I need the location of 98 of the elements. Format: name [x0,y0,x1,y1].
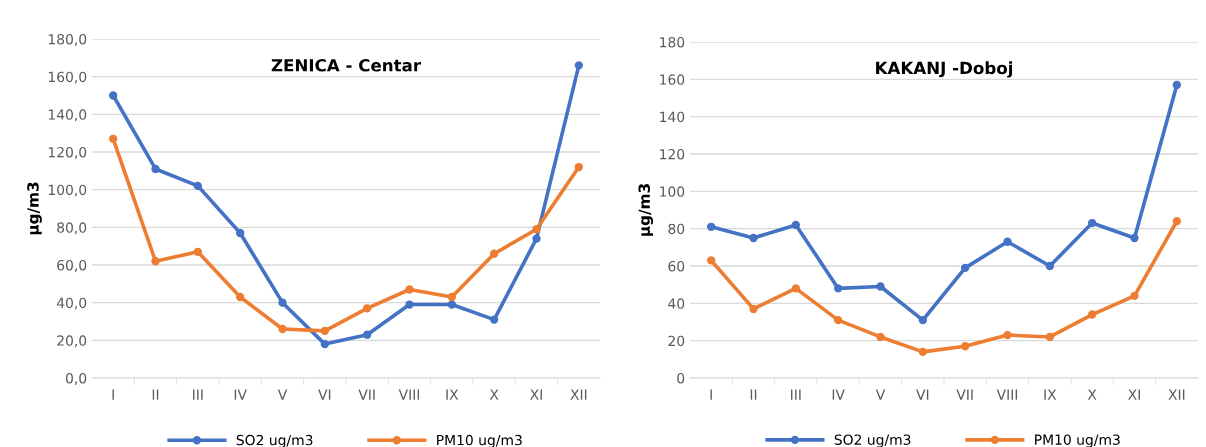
x-tick-label: VIII [398,389,420,400]
point [1045,261,1055,271]
point [876,332,885,342]
point [1003,237,1012,246]
x-tick-label: VII [956,389,973,400]
y-tick-label: 40,0 [56,297,87,310]
y-tick-label: 100,0 [48,184,87,197]
y-tick-label: 60,0 [57,259,87,272]
y-tick-label: 20,0 [57,335,87,348]
point [151,257,160,266]
x-tick-label: XI [530,389,542,400]
x-tick-label: IX [446,389,459,400]
x-tick-label: XI [1128,389,1140,400]
point [489,315,499,324]
point [918,315,928,325]
y-tick-label: 20 [668,335,685,347]
y-tick-label: 180,0 [48,33,87,46]
point [278,298,287,307]
point [574,61,584,70]
point [278,324,287,334]
point [791,220,801,230]
x-tick-label: XII [570,389,587,400]
x-tick-label: V [875,389,886,400]
point [447,300,457,309]
point [749,233,758,243]
y-tick-label: 100 [660,186,685,197]
legend-label: PM10 ug/m3 [1035,434,1120,447]
x-tick-label: II [152,389,159,400]
point [532,234,541,243]
y-tick-label: 120 [660,148,685,160]
y-tick-label: 120,0 [48,146,87,159]
x-tick-label: VII [358,389,375,400]
y-tick-label: 180 [660,36,685,48]
point [489,249,499,258]
y-tick-label: 60 [668,260,685,272]
x-tick-label: IV [832,389,845,400]
point [405,300,414,309]
point [1087,218,1097,228]
point [706,222,716,231]
point [791,284,801,293]
point [1130,233,1139,243]
y-tick-label: 140,0 [48,109,87,122]
x-tick-label: VI [916,389,929,400]
y-tick-label: 80,0 [57,222,87,235]
point [235,292,245,302]
point [876,282,885,291]
point [1045,332,1055,342]
point [193,181,203,191]
x-tick-label: XII [1168,389,1185,400]
y-tick-label: 80 [668,223,685,235]
x-tick-label: I [710,389,712,400]
point [960,263,970,273]
y-tick-label: 160,0 [48,71,87,84]
y-tick-label: 0 [677,372,685,384]
x-tick-label: I [112,389,114,400]
point [1130,291,1139,301]
y-tick-label: 140 [660,111,685,123]
point [151,164,160,174]
legend-label: SO2 ug/m3 [834,434,911,447]
y-tick-label: 40 [668,298,685,309]
point [1172,217,1182,226]
text: KAKANJ -Doboj [876,61,1013,78]
x-tick-label: VIII [996,389,1018,400]
x-tick-label: X [1087,389,1097,400]
x-tick-label: III [193,389,203,400]
x-tick-label: V [277,389,288,400]
y-axis-title: µg/m3 [27,182,42,235]
point [320,339,330,349]
y-tick-label: 0,0 [65,372,87,385]
point [320,326,330,336]
point [1087,310,1097,319]
point [706,256,716,265]
point [833,284,843,293]
x-tick-label: II [750,389,757,400]
point [918,347,928,357]
point [362,330,372,339]
point [1003,330,1012,340]
point [235,228,245,238]
point [447,292,457,302]
x-tick-label: VI [318,389,331,400]
point [108,91,118,100]
x-tick-label: X [489,389,499,400]
point [108,134,118,143]
point [532,225,541,234]
x-tick-label: III [791,389,801,400]
x-tick-label: IX [1044,389,1057,400]
y-tick-label: 160 [660,74,685,85]
point [362,304,372,313]
y-axis-title: µg/m3 [638,184,654,236]
point [1172,80,1182,90]
point [749,304,758,314]
point [193,247,203,256]
point [833,315,843,325]
text: ZENICA - Centar [271,58,422,72]
point [574,162,584,172]
point [405,285,414,294]
x-tick-label: IV [234,389,247,400]
point [960,342,970,351]
